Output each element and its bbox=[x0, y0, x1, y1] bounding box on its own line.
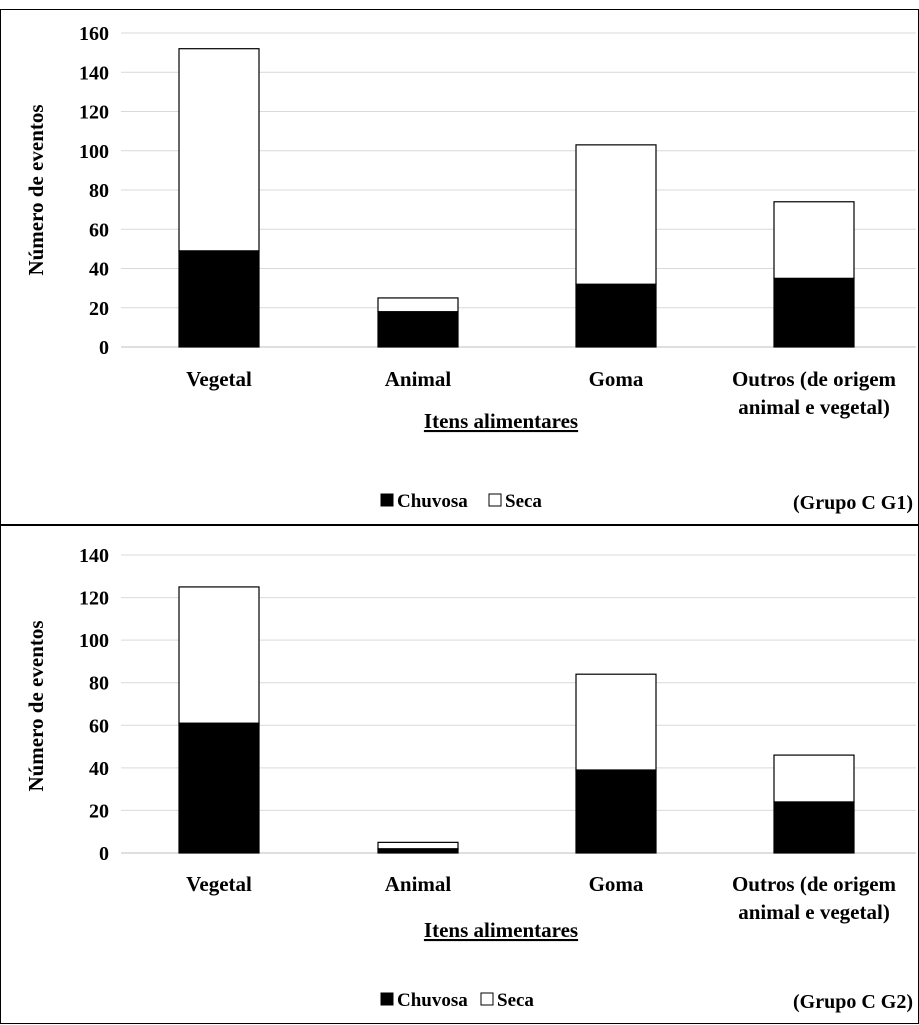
y-axis-label: Número de eventos bbox=[24, 104, 48, 275]
category-label: animal e vegetal) bbox=[738, 900, 890, 924]
y-tick-label: 20 bbox=[89, 298, 109, 320]
legend-label-chuvosa: Chuvosa bbox=[397, 990, 468, 1011]
bar-chuvosa-3 bbox=[773, 801, 855, 854]
category-label: Animal bbox=[385, 872, 452, 896]
bar-seca-1 bbox=[377, 841, 459, 850]
y-tick-label: 140 bbox=[79, 545, 109, 567]
y-tick-label: 40 bbox=[89, 758, 109, 780]
y-axis-label: Número de eventos bbox=[24, 620, 48, 791]
legend-swatch-chuvosa bbox=[380, 493, 394, 507]
category-label: Animal bbox=[385, 367, 452, 391]
category-label: Vegetal bbox=[186, 872, 252, 896]
y-tick-label: 120 bbox=[79, 102, 109, 124]
y-tick-label: 100 bbox=[79, 630, 109, 652]
chart-panel-g2: 0 20 40 60 80 100 120 140 Número de eventos Veget… bbox=[0, 525, 919, 1024]
bar-chuvosa-2 bbox=[575, 283, 657, 348]
bar-chuvosa-0 bbox=[178, 250, 260, 348]
bar-seca-0 bbox=[178, 48, 260, 252]
category-label: Outros (de origem bbox=[732, 872, 897, 896]
legend-swatch-seca bbox=[488, 493, 502, 507]
category-label: Outros (de origem bbox=[732, 367, 897, 391]
category-label: animal e vegetal) bbox=[738, 395, 890, 419]
y-tick-label: 20 bbox=[89, 800, 109, 822]
bar-seca-3 bbox=[773, 754, 855, 803]
y-tick-label: 0 bbox=[99, 337, 109, 359]
legend-swatch-seca bbox=[480, 992, 494, 1006]
group-label: (Grupo C G1) bbox=[793, 492, 913, 514]
bar-seca-0 bbox=[178, 586, 260, 724]
bar-chuvosa-1 bbox=[377, 311, 459, 348]
legend-swatch-chuvosa bbox=[380, 992, 394, 1006]
category-label: Goma bbox=[589, 872, 644, 896]
chart-panel-g1: 0 20 40 60 80 100 120 140 160 Número de eventos Ve… bbox=[0, 9, 919, 525]
legend-label-seca: Seca bbox=[505, 491, 542, 512]
y-tick-label: 0 bbox=[99, 843, 109, 865]
category-label: Goma bbox=[589, 367, 644, 391]
bar-chart-g2: 0 20 40 60 80 100 120 140 Número de eventos Veget… bbox=[24, 545, 916, 1013]
y-tick-label: 40 bbox=[89, 259, 109, 281]
bar-seca-2 bbox=[575, 673, 657, 771]
bar-chuvosa-0 bbox=[178, 722, 260, 854]
y-tick-label: 100 bbox=[79, 141, 109, 163]
y-tick-label: 140 bbox=[79, 62, 109, 84]
bar-chuvosa-2 bbox=[575, 769, 657, 854]
bar-chuvosa-3 bbox=[773, 277, 855, 348]
x-axis-label: Itens alimentares bbox=[424, 409, 578, 433]
y-tick-label: 80 bbox=[89, 673, 109, 695]
y-tick-label: 160 bbox=[79, 23, 109, 45]
x-axis-label: Itens alimentares bbox=[424, 918, 578, 942]
y-tick-label: 60 bbox=[89, 219, 109, 241]
y-tick-label: 60 bbox=[89, 715, 109, 737]
bar-seca-3 bbox=[773, 201, 855, 279]
group-label: (Grupo C G2) bbox=[793, 991, 913, 1013]
bar-chart-g1: 0 20 40 60 80 100 120 140 160 Número de eventos Ve… bbox=[24, 23, 916, 514]
bar-seca-1 bbox=[377, 297, 459, 313]
bar-chuvosa-1 bbox=[377, 848, 459, 854]
y-tick-label: 80 bbox=[89, 180, 109, 202]
category-label: Vegetal bbox=[186, 367, 252, 391]
bar-seca-2 bbox=[575, 144, 657, 285]
y-tick-label: 120 bbox=[79, 588, 109, 610]
legend-label-seca: Seca bbox=[497, 990, 534, 1011]
legend-label-chuvosa: Chuvosa bbox=[397, 491, 468, 512]
